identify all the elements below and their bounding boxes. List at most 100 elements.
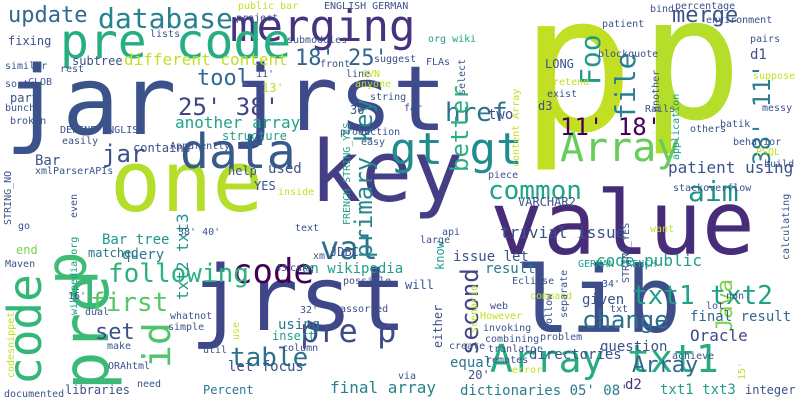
- word-lot: lot: [706, 301, 725, 312]
- word-bunch: bunch: [5, 103, 36, 114]
- word-far: far: [404, 103, 423, 114]
- word-psql: PSQL: [756, 147, 781, 158]
- word-easily: easily: [62, 136, 99, 147]
- word-percentage: percentage: [675, 1, 736, 12]
- word-calculating: calculating: [781, 193, 792, 260]
- word-val: val: [320, 229, 378, 267]
- word-large: large: [420, 235, 451, 246]
- word-maven: Maven: [5, 259, 36, 270]
- word-scenario: scenario: [469, 284, 480, 333]
- word-remotes: remotes: [486, 355, 529, 366]
- word-32: 32': [300, 305, 319, 316]
- word-org-wiki: org wiki: [428, 34, 477, 45]
- word-command: command: [530, 291, 573, 302]
- word-20: 20': [468, 368, 490, 382]
- word-suppose: suppose: [753, 71, 796, 82]
- word-aim: aim: [688, 175, 739, 208]
- word-help: help: [228, 164, 257, 178]
- word-p-large-left: p: [520, 0, 635, 175]
- word-yes: YES: [254, 179, 276, 193]
- word-flas: FLAs: [426, 57, 451, 68]
- word-15: 15': [737, 361, 748, 380]
- word-en-wikipedia: en wikipedia: [302, 261, 404, 277]
- word-follow: follow: [544, 293, 555, 330]
- word-svn: SVN: [362, 69, 381, 80]
- word-fixing: fixing: [8, 34, 52, 48]
- word-dual: dual: [85, 307, 110, 318]
- word-documented: documented: [4, 389, 65, 400]
- word-environment: environment: [706, 15, 773, 26]
- word-problem: problem: [540, 332, 583, 343]
- word-change: change: [582, 306, 669, 334]
- word-array-small: Array: [632, 353, 699, 378]
- word-create: create: [449, 341, 486, 352]
- word-bar-tree: Bar tree: [102, 232, 170, 248]
- word-varchar2: VARCHAR2: [518, 195, 576, 209]
- word-common: common: [488, 176, 582, 206]
- word-let-focus: let focus: [228, 359, 304, 375]
- word-another: another: [651, 69, 662, 112]
- word-two: two: [488, 107, 514, 123]
- word-code-public: code public: [596, 251, 702, 270]
- word-string-no: STRING_NO: [3, 170, 14, 225]
- word-possible: possible: [343, 276, 392, 287]
- word-file: file: [609, 52, 642, 120]
- word-english-german: ENGLISH GERMAN: [324, 1, 409, 12]
- word-sorts: sorts: [5, 79, 36, 90]
- word-one: one: [110, 133, 264, 232]
- word-merge: merge: [672, 3, 739, 28]
- word-array-txt1: Array txt1: [490, 337, 719, 381]
- word-build: build: [764, 159, 795, 170]
- word-exist: exist: [547, 89, 578, 100]
- word-submodules: submodules: [287, 35, 348, 46]
- word-blockquote: blockquote: [598, 49, 659, 60]
- word-matched: matched: [88, 246, 139, 260]
- word-eclipse: Eclipse: [512, 276, 555, 287]
- word-german-french: GERMAN FRENCH: [578, 259, 657, 270]
- word-lib: lib: [515, 247, 682, 354]
- word-cake: cake: [290, 263, 315, 274]
- word-directories: directories: [529, 347, 622, 363]
- word-public-bar: public bar: [238, 1, 299, 12]
- word-value: value: [490, 172, 755, 275]
- word-anyone: anyone: [355, 79, 392, 90]
- word-better: better: [446, 85, 474, 172]
- word-achieve: achieve: [672, 351, 715, 362]
- word-assorted: assorted: [340, 304, 389, 315]
- word-pretend: pretend: [547, 77, 590, 88]
- word-project: project: [236, 13, 279, 24]
- word-separate: separate: [559, 269, 570, 318]
- word-need: need: [137, 379, 162, 390]
- word-web: web: [490, 301, 509, 312]
- word-util: util: [203, 345, 228, 356]
- word-xml: xml: [313, 251, 332, 262]
- word-want: want: [650, 224, 675, 235]
- word-43: 43': [275, 263, 294, 274]
- word-wikipedia-org: wikipedia org: [69, 236, 80, 315]
- word-patient: patient: [602, 19, 645, 30]
- word-easy: easy: [361, 137, 386, 148]
- word-lists: lists: [150, 29, 181, 40]
- word-ora: ORA: [108, 361, 127, 372]
- word-even: even: [69, 193, 80, 218]
- word-libraries: libraries: [65, 383, 131, 397]
- word-bar: Bar: [35, 153, 61, 169]
- word-16: 16': [68, 291, 87, 302]
- word-others: others: [690, 124, 727, 135]
- word-piece: piece: [488, 170, 519, 181]
- word-36: 36': [350, 103, 372, 117]
- word-38-40: 38' 40': [178, 227, 221, 238]
- word-patient-using: patient using: [668, 158, 794, 177]
- word-final-result: final result: [690, 309, 792, 325]
- word-11: 11': [256, 69, 275, 80]
- word-contains: contains: [133, 141, 191, 155]
- word-will: will: [405, 278, 434, 292]
- word-given: given: [582, 292, 625, 308]
- word-part: part: [10, 91, 39, 105]
- word-combining: combining: [485, 334, 540, 345]
- word-data: data: [180, 124, 296, 180]
- word-apparently: Apparently: [170, 141, 231, 152]
- word-key: key: [310, 123, 464, 222]
- word-use: use: [231, 321, 242, 340]
